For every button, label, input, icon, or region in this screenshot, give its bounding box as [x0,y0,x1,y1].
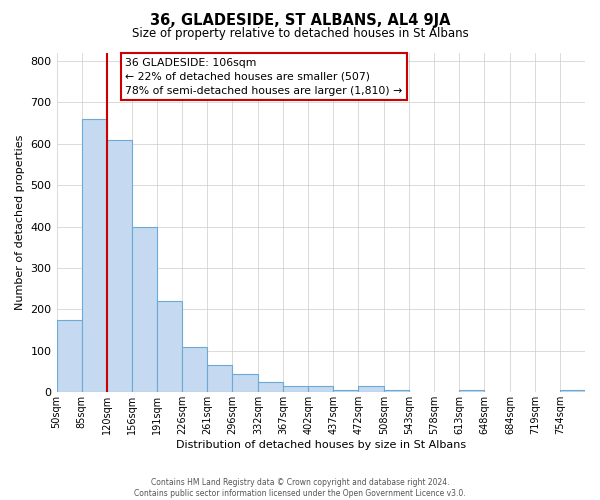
Bar [560,390,585,392]
Bar [384,390,409,392]
Text: 36 GLADESIDE: 106sqm
← 22% of detached houses are smaller (507)
78% of semi-deta: 36 GLADESIDE: 106sqm ← 22% of detached h… [125,58,403,96]
Bar [82,119,107,392]
Bar [333,390,358,392]
Bar [107,140,133,392]
Bar [157,301,182,392]
Bar [232,374,258,392]
Bar [459,390,484,392]
Y-axis label: Number of detached properties: Number of detached properties [15,134,25,310]
X-axis label: Distribution of detached houses by size in St Albans: Distribution of detached houses by size … [176,440,466,450]
Bar [283,386,308,392]
Bar [133,226,157,392]
Bar [358,386,384,392]
Text: Size of property relative to detached houses in St Albans: Size of property relative to detached ho… [131,28,469,40]
Bar [56,320,82,392]
Text: 36, GLADESIDE, ST ALBANS, AL4 9JA: 36, GLADESIDE, ST ALBANS, AL4 9JA [150,12,450,28]
Bar [182,346,208,393]
Bar [208,366,232,392]
Bar [258,382,283,392]
Bar [308,386,333,392]
Text: Contains HM Land Registry data © Crown copyright and database right 2024.
Contai: Contains HM Land Registry data © Crown c… [134,478,466,498]
